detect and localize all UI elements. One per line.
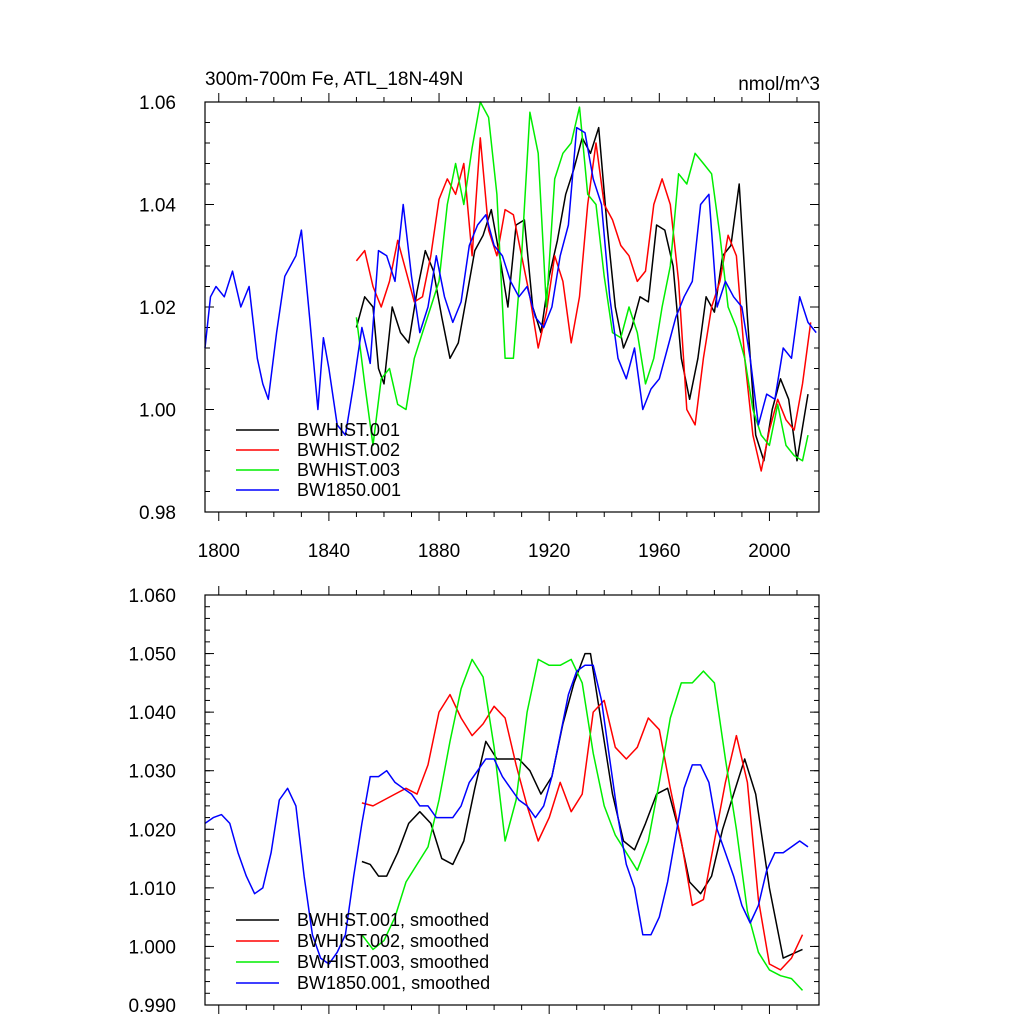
top-x-tick-label: 1960 <box>638 541 680 562</box>
top-y-tick-label: 1.02 <box>139 298 176 319</box>
bottom-y-tick-label: 1.020 <box>128 820 176 841</box>
bottom-y-tick-label: 1.060 <box>128 586 176 607</box>
top-legend-label: BWHIST.003 <box>297 460 400 480</box>
top-series-line-1 <box>355 126 809 462</box>
top-y-tick-label: 1.06 <box>139 93 176 114</box>
top-x-tick-label: 1840 <box>308 541 350 562</box>
top-x-tick-label: 1880 <box>418 541 460 562</box>
top-x-tick-label: 1920 <box>528 541 570 562</box>
top-legend-label: BWHIST.002 <box>297 440 400 460</box>
top-series-group <box>204 101 817 472</box>
top-x-tick-label: 1800 <box>198 541 240 562</box>
bottom-legend-label: BWHIST.003, smoothed <box>297 952 489 972</box>
bottom-legend-label: BWHIST.001, smoothed <box>297 910 489 930</box>
top-y-tick-label: 1.04 <box>139 196 176 217</box>
top-plot-frame <box>204 101 820 513</box>
bottom-y-tick-label: 0.990 <box>128 996 176 1017</box>
bottom-y-tick-label: 1.050 <box>128 645 176 666</box>
bottom-series-line-4 <box>204 664 809 965</box>
bottom-series-line-1 <box>361 652 803 959</box>
bottom-panel: 0.990 1.000 1.010 1.020 1.030 1.040 1.050 1.060… <box>128 586 820 1017</box>
bottom-y-tick-label: 1.030 <box>128 762 176 783</box>
bottom-y-tick-label: 1.000 <box>128 937 176 958</box>
bottom-axis-ticks: 0.990 1.000 1.010 1.020 1.030 1.040 1.050 1.060 <box>128 586 819 1017</box>
top-y-tick-label: 1.00 <box>139 401 176 422</box>
top-x-tick-label: 2000 <box>748 541 790 562</box>
bottom-plot-frame <box>204 594 820 1006</box>
top-series-line-2 <box>355 137 812 472</box>
top-legend-label: BWHIST.001 <box>297 420 400 440</box>
chart-title-left: 300m-700m Fe, ATL_18N-49N <box>205 69 463 90</box>
bottom-y-tick-label: 1.040 <box>128 703 176 724</box>
top-panel: 300m-700m Fe, ATL_18N-49N nmol/m^3 1800 1… <box>139 69 820 562</box>
chart-units-label: nmol/m^3 <box>738 74 820 95</box>
top-series-line-3 <box>355 101 809 462</box>
bottom-legend-label: BWHIST.002, smoothed <box>297 931 489 951</box>
bottom-series-group <box>204 652 809 991</box>
top-series-line-4 <box>204 126 817 436</box>
top-legend-label: BW1850.001 <box>297 480 401 500</box>
bottom-y-tick-label: 1.010 <box>128 879 176 900</box>
bottom-series-line-2 <box>361 693 804 971</box>
top-y-tick-label: 0.98 <box>139 503 176 524</box>
bottom-legend-label: BW1850.001, smoothed <box>297 973 490 993</box>
top-axis-ticks: 1800 1840 1880 1920 1960 2000 0.98 1.00 1.02 1.04… <box>139 93 819 562</box>
